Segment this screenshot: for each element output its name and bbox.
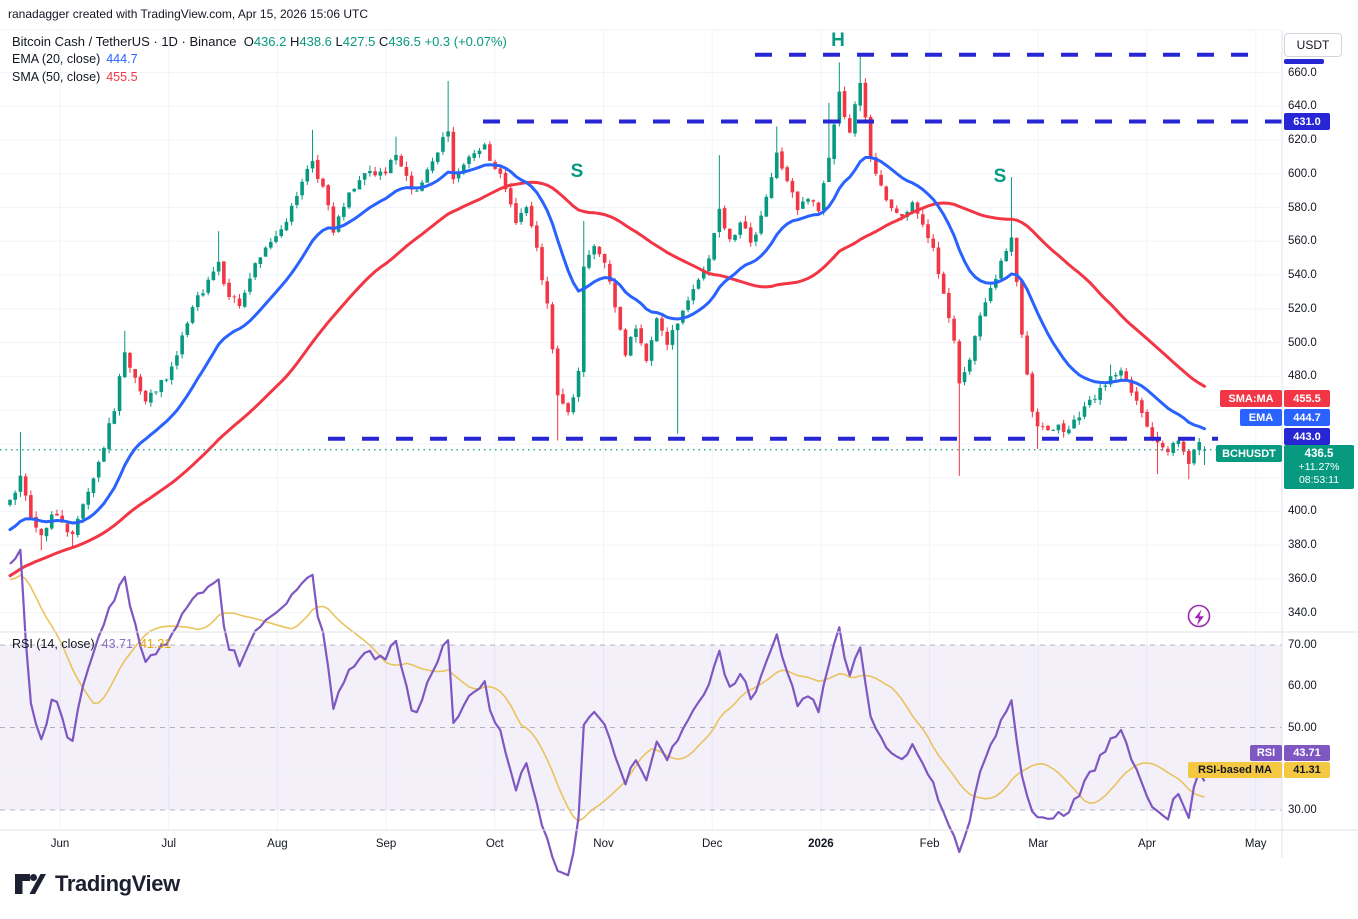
currency-usdt-button[interactable]: USDT — [1284, 33, 1342, 57]
time-axis-label-2026: 2026 — [808, 838, 834, 850]
price-axis-label: 580.0 — [1288, 201, 1317, 214]
price-axis-label: 340.0 — [1288, 606, 1317, 619]
price-axis-label: 600.0 — [1288, 167, 1317, 180]
price-axis-label: 380.0 — [1288, 539, 1317, 552]
resistance-price-badge: 631.0 — [1284, 113, 1330, 130]
tradingview-wordmark: TradingView — [55, 871, 180, 896]
sma-label: SMA (50, close) — [12, 70, 101, 84]
rsi-ma-axis-value-chip: 41.31 — [1284, 762, 1330, 778]
symbol-legend-part: 436.2 — [253, 34, 287, 49]
price-axis-label: 640.0 — [1288, 100, 1317, 113]
ema-axis-value-chip: 444.7 — [1284, 409, 1330, 426]
price-axis-label: 660.0 — [1288, 66, 1317, 79]
ema-axis-label-chip: EMA — [1240, 409, 1282, 426]
rsi-axis-label: 60.00 — [1288, 680, 1317, 693]
time-axis-label-sep: Sep — [375, 838, 397, 850]
symbol-legend-part: 427.5 — [342, 34, 376, 49]
symbol-axis-value-chip: 436.5 +11.27% 08:53:11 — [1284, 445, 1354, 489]
rsi-axis-label: 30.00 — [1288, 804, 1317, 816]
symbol-axis-label-chip: BCHUSDT — [1216, 445, 1282, 462]
ema-value: 444.7 — [106, 52, 138, 66]
time-axis-label-oct: Oct — [485, 838, 504, 850]
time-axis-label-jul: Jul — [161, 838, 177, 850]
pattern-marker-s: S — [994, 166, 1007, 187]
time-axis-label-nov: Nov — [593, 838, 614, 850]
symbol-legend-part: Bitcoin Cash / TetherUS · 1D · Binance — [12, 34, 237, 49]
time-axis-label-dec: Dec — [701, 838, 723, 850]
sma-value: 455.5 — [106, 70, 138, 84]
sma-axis-label-chip: SMA:MA — [1220, 390, 1282, 407]
rsi-ma-value: 41.31 — [139, 637, 172, 651]
tradingview-logo[interactable]: TradingView — [14, 871, 180, 897]
main-legend: Bitcoin Cash / TetherUS · 1D · Binance O… — [12, 33, 507, 86]
price-axis-label: 620.0 — [1288, 134, 1317, 147]
symbol-legend-part: 438.6 — [299, 34, 332, 49]
symbol-legend-part: 436.5 — [388, 34, 421, 49]
symbol-legend-part: O — [236, 34, 254, 49]
time-axis-label-apr: Apr — [1138, 838, 1156, 850]
price-axis-label: 400.0 — [1288, 505, 1317, 518]
ema-label: EMA (20, close) — [12, 52, 101, 66]
symbol-legend-part: L — [331, 34, 343, 49]
time-axis-label-mar: Mar — [1028, 838, 1049, 850]
rsi-legend-row[interactable]: RSI (14, close) 43.71 41.31 — [12, 637, 171, 651]
time-axis-label-aug: Aug — [267, 838, 288, 850]
symbol-legend-part: +0.3 (+0.07%) — [420, 34, 507, 49]
price-axis-label: 560.0 — [1288, 235, 1317, 248]
pattern-marker-h: H — [831, 30, 845, 51]
pattern-marker-s: S — [571, 161, 584, 182]
time-axis-label-may: May — [1244, 838, 1267, 850]
rsi-axis-label: 50.00 — [1288, 721, 1317, 734]
sma-axis-value-chip: 455.5 — [1284, 390, 1330, 407]
head-line-axis-mark — [1284, 59, 1324, 64]
ema-legend-row[interactable]: EMA (20, close) 444.7 — [12, 51, 507, 68]
boost-lightning-icon[interactable] — [1187, 604, 1211, 628]
price-axis-label: 480.0 — [1288, 370, 1317, 383]
time-axis-label-feb: Feb — [919, 838, 940, 850]
rsi-axis-value-chip: 43.71 — [1284, 745, 1330, 761]
rsi-ma-axis-label-chip: RSI-based MA — [1188, 762, 1282, 778]
rsi-value: 43.71 — [101, 637, 133, 651]
symbol-legend-part: H — [286, 34, 300, 49]
symbol-legend-row[interactable]: Bitcoin Cash / TetherUS · 1D · Binance O… — [12, 33, 507, 50]
price-axis-label: 520.0 — [1288, 302, 1317, 315]
tradingview-logo-mark — [15, 874, 46, 894]
sma-legend-row[interactable]: SMA (50, close) 455.5 — [12, 69, 507, 86]
rsi-axis-label-chip: RSI — [1250, 745, 1282, 761]
symbol-legend-part: C — [375, 34, 389, 49]
support-price-badge: 443.0 — [1284, 428, 1330, 445]
price-axis-label: 360.0 — [1288, 572, 1317, 585]
attribution-text: ranadagger created with TradingView.com,… — [8, 7, 368, 21]
price-axis-label: 540.0 — [1288, 269, 1317, 282]
rsi-axis-label: 70.00 — [1288, 639, 1317, 651]
rsi-label: RSI (14, close) — [12, 637, 95, 651]
price-axis-label: 500.0 — [1288, 336, 1317, 349]
time-axis-label-jun: Jun — [50, 838, 70, 850]
